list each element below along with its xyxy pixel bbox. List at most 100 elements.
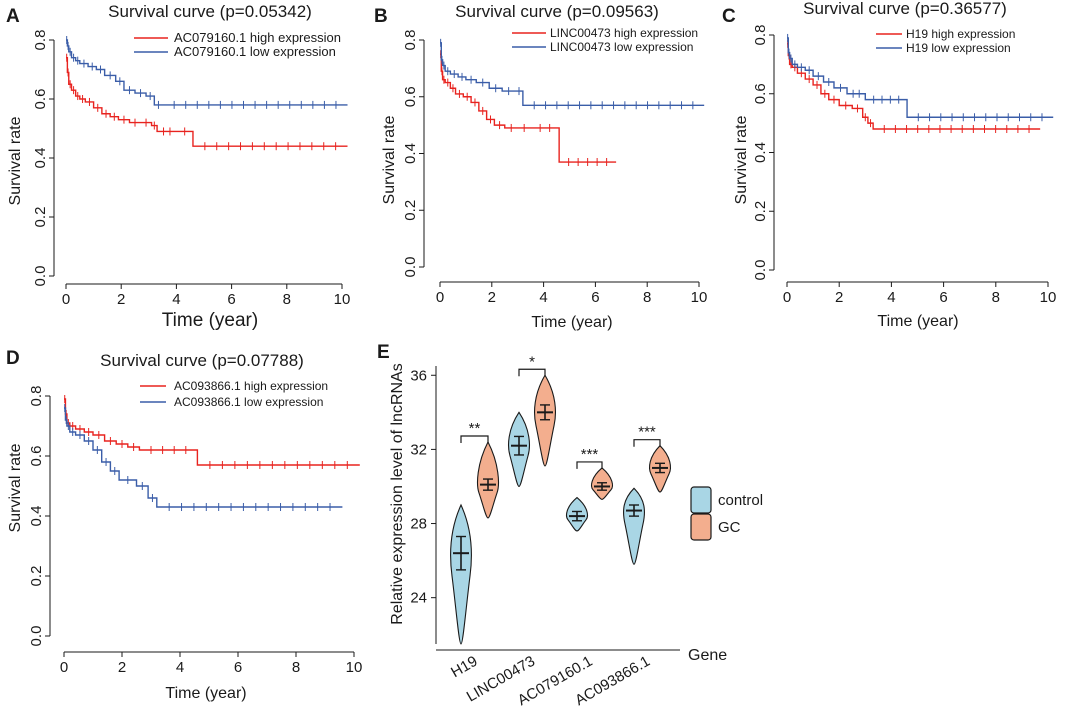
significance-bracket — [576, 461, 603, 469]
legend-b-high: LINC00473 high expression — [550, 26, 698, 40]
panel-c-title: Survival curve (p=0.36577) — [803, 0, 1007, 18]
y-tick-label-e: 28 — [410, 516, 427, 533]
x-tick-label-a: 10 — [334, 291, 351, 308]
panel-b: B Survival curve (p=0.09563) 0 2 4 6 8 100.00… — [374, 2, 707, 331]
panel-c-xlabel: Time (year) — [877, 313, 958, 330]
panel-b-title: Survival curve (p=0.09563) — [455, 2, 659, 21]
significance-label: *** — [581, 446, 599, 463]
violin-control-h19 — [450, 503, 472, 645]
x-tick-label-b: 6 — [591, 289, 599, 306]
legend-b-low: LINC00473 low expression — [550, 40, 693, 54]
panel-d-xlabel: Time (year) — [165, 685, 246, 702]
x-tick-label-d: 8 — [292, 659, 300, 676]
significance-label: *** — [638, 424, 656, 441]
legend-a-high: AC079160.1 high expression — [174, 30, 341, 45]
y-tick-label-d: 0.8 — [28, 386, 45, 407]
y-tick-label-e: 36 — [410, 367, 427, 384]
y-tick-label-a: 0.8 — [32, 30, 49, 51]
panel-letter-e: E — [377, 342, 390, 363]
panel-b-ylabel: Survival rate — [381, 115, 398, 204]
y-tick-label-c: 0.8 — [752, 25, 769, 46]
panel-d-title: Survival curve (p=0.07788) — [100, 351, 304, 370]
legend-a-low: AC079160.1 low expression — [174, 44, 336, 59]
km-curve-b-high — [440, 53, 617, 163]
x-tick-label-a: 0 — [62, 291, 70, 308]
significance-label: ** — [469, 420, 481, 437]
y-tick-label-b: 0.8 — [402, 30, 419, 51]
panel-d: D Survival curve (p=0.07788) 0 2 4 6 8 100.00… — [6, 348, 362, 702]
panel-e-ylabel: Relative expression level of lncRNAs — [389, 363, 406, 624]
x-tick-label-b: 0 — [436, 289, 444, 306]
panel-letter-a: A — [6, 6, 20, 27]
y-tick-label-c: 0.0 — [752, 260, 769, 281]
plot-c: 0 2 4 6 8 10 0.0 0.2 0.4 0.6 0.8 — [752, 25, 1056, 306]
plot-b: 0 2 4 6 8 10 0.0 0.2 0.4 0.6 0.8 — [402, 30, 707, 306]
y-tick-label-d: 0.2 — [28, 566, 45, 587]
significance-bracket — [518, 368, 546, 377]
x-tick-label-d: 0 — [60, 659, 68, 676]
panel-a: A Survival curve (p=0.05342) 0 2 4 6 8 10 0.0 0… — [6, 2, 350, 331]
legend-control: control — [718, 492, 763, 509]
panel-a-legend: AC079160.1 high expression AC079160.1 lo… — [134, 30, 341, 59]
panel-b-legend: LINC00473 high expression LINC00473 low … — [512, 26, 698, 54]
km-curve-d-low — [64, 407, 343, 508]
plot-a: 0 2 4 6 8 10 0.0 0.2 0.4 0.6 0.8 — [32, 30, 350, 308]
panel-c: C Survival curve (p=0.36577) 0 2 4 6 8 100.00… — [722, 0, 1056, 330]
panel-c-ylabel: Survival rate — [733, 115, 750, 204]
legend-d-low: AC093866.1 low expression — [174, 395, 323, 409]
violin-gc-linc00473 — [534, 374, 556, 467]
km-curve-a-high — [66, 57, 348, 147]
x-tick-label-a: 8 — [283, 291, 291, 308]
y-tick-label-c: 0.4 — [752, 142, 769, 163]
y-tick-label-c: 0.6 — [752, 83, 769, 104]
panel-letter-d: D — [6, 348, 20, 369]
y-tick-label-d: 0.6 — [28, 446, 45, 467]
km-curve-b-low — [440, 42, 705, 106]
y-tick-label-b: 0.4 — [402, 143, 419, 164]
panel-c-legend: H19 high expression H19 low expression — [876, 27, 1015, 55]
legend-swatch-control — [690, 486, 712, 514]
panel-letter-b: B — [374, 6, 388, 27]
plot-e: 24283236**H19*LINC00473***AC079160.1***A… — [410, 353, 680, 709]
y-tick-label-b: 0.0 — [402, 257, 419, 278]
panel-d-ylabel: Survival rate — [7, 443, 24, 532]
category-label: H19 — [448, 653, 480, 681]
x-tick-label-c: 8 — [992, 289, 1000, 306]
x-tick-label-b: 10 — [691, 289, 708, 306]
x-tick-label-d: 2 — [118, 659, 126, 676]
x-tick-label-c: 6 — [939, 289, 947, 306]
x-tick-label-a: 6 — [227, 291, 235, 308]
km-curve-c-high — [787, 43, 1041, 130]
panel-e-xlabel: Gene — [688, 647, 727, 664]
x-tick-label-c: 4 — [887, 289, 895, 306]
panel-e-legend: control GC — [690, 486, 763, 541]
y-tick-label-b: 0.2 — [402, 200, 419, 221]
x-tick-label-b: 4 — [539, 289, 547, 306]
panel-a-ylabel: Survival rate — [7, 116, 24, 205]
panel-letter-c: C — [722, 6, 736, 27]
y-tick-label-a: 0.4 — [32, 148, 49, 169]
x-tick-label-c: 10 — [1040, 289, 1057, 306]
panel-a-title: Survival curve (p=0.05342) — [108, 2, 312, 21]
y-tick-label-e: 24 — [410, 590, 427, 607]
significance-bracket — [460, 435, 489, 443]
y-tick-label-a: 0.0 — [32, 266, 49, 287]
y-tick-label-c: 0.2 — [752, 201, 769, 222]
panel-a-xlabel: Time (year) — [162, 310, 258, 331]
y-tick-label-b: 0.6 — [402, 86, 419, 107]
x-tick-label-a: 4 — [172, 291, 180, 308]
y-tick-label-e: 32 — [410, 441, 427, 458]
legend-c-high: H19 high expression — [906, 27, 1015, 41]
legend-c-low: H19 low expression — [906, 41, 1011, 55]
plot-d: 0 2 4 6 8 10 0.0 0.2 0.4 0.6 0.8 — [28, 386, 362, 676]
x-tick-label-a: 2 — [117, 291, 125, 308]
violin-control-ac093866.1 — [623, 487, 645, 565]
legend-swatch-gc — [690, 513, 712, 541]
significance-label: * — [529, 353, 535, 370]
significance-bracket — [633, 439, 661, 447]
x-tick-label-d: 10 — [346, 659, 363, 676]
panel-b-xlabel: Time (year) — [531, 314, 612, 331]
x-tick-label-b: 8 — [643, 289, 651, 306]
panel-e: E 24283236**H19*LINC00473***AC079160.1**… — [377, 342, 763, 709]
